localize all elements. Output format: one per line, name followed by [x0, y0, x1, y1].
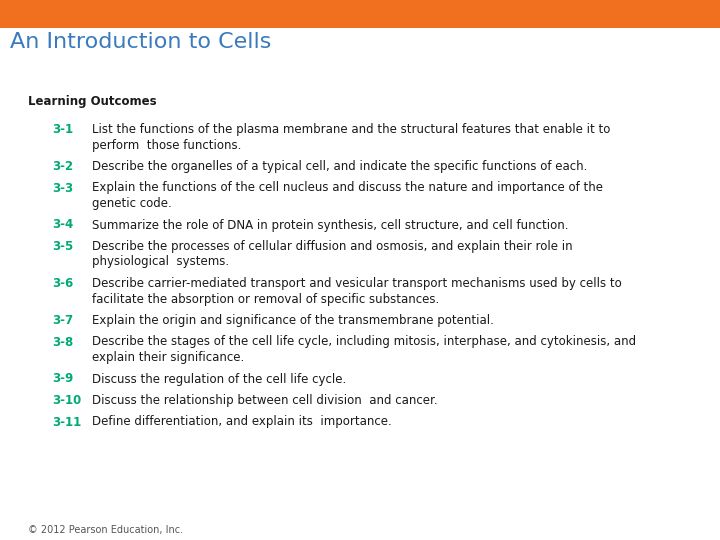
- Text: Explain the origin and significance of the transmembrane potential.: Explain the origin and significance of t…: [92, 314, 494, 327]
- Text: facilitate the absorption or removal of specific substances.: facilitate the absorption or removal of …: [92, 293, 439, 306]
- Text: 3-5: 3-5: [52, 240, 73, 253]
- Text: © 2012 Pearson Education, Inc.: © 2012 Pearson Education, Inc.: [28, 525, 183, 535]
- Text: Describe the organelles of a typical cell, and indicate the specific functions o: Describe the organelles of a typical cel…: [92, 160, 588, 173]
- Text: Describe the stages of the cell life cycle, including mitosis, interphase, and c: Describe the stages of the cell life cyc…: [92, 335, 636, 348]
- Text: 3-4: 3-4: [52, 219, 73, 232]
- Text: 3-7: 3-7: [52, 314, 73, 327]
- Text: Define differentiation, and explain its  importance.: Define differentiation, and explain its …: [92, 415, 392, 429]
- Text: Summarize the role of DNA in protein synthesis, cell structure, and cell functio: Summarize the role of DNA in protein syn…: [92, 219, 569, 232]
- Text: List the functions of the plasma membrane and the structural features that enabl: List the functions of the plasma membran…: [92, 123, 611, 136]
- Text: 3-1: 3-1: [52, 123, 73, 136]
- Text: Describe carrier-mediated transport and vesicular transport mechanisms used by c: Describe carrier-mediated transport and …: [92, 277, 622, 290]
- Text: 3-11: 3-11: [52, 415, 81, 429]
- Text: 3-6: 3-6: [52, 277, 73, 290]
- Text: explain their significance.: explain their significance.: [92, 351, 244, 364]
- Text: 3-10: 3-10: [52, 394, 81, 407]
- Text: physiological  systems.: physiological systems.: [92, 255, 229, 268]
- Text: Discuss the relationship between cell division  and cancer.: Discuss the relationship between cell di…: [92, 394, 438, 407]
- Text: 3-9: 3-9: [52, 373, 73, 386]
- Text: genetic code.: genetic code.: [92, 197, 172, 210]
- Text: Discuss the regulation of the cell life cycle.: Discuss the regulation of the cell life …: [92, 373, 346, 386]
- Text: An Introduction to Cells: An Introduction to Cells: [10, 32, 271, 52]
- Text: Explain the functions of the cell nucleus and discuss the nature and importance : Explain the functions of the cell nucleu…: [92, 181, 603, 194]
- Text: Describe the processes of cellular diffusion and osmosis, and explain their role: Describe the processes of cellular diffu…: [92, 240, 572, 253]
- Text: 3-8: 3-8: [52, 335, 73, 348]
- Text: perform  those functions.: perform those functions.: [92, 138, 241, 152]
- Text: Learning Outcomes: Learning Outcomes: [28, 95, 157, 108]
- Text: 3-3: 3-3: [52, 181, 73, 194]
- Text: 3-2: 3-2: [52, 160, 73, 173]
